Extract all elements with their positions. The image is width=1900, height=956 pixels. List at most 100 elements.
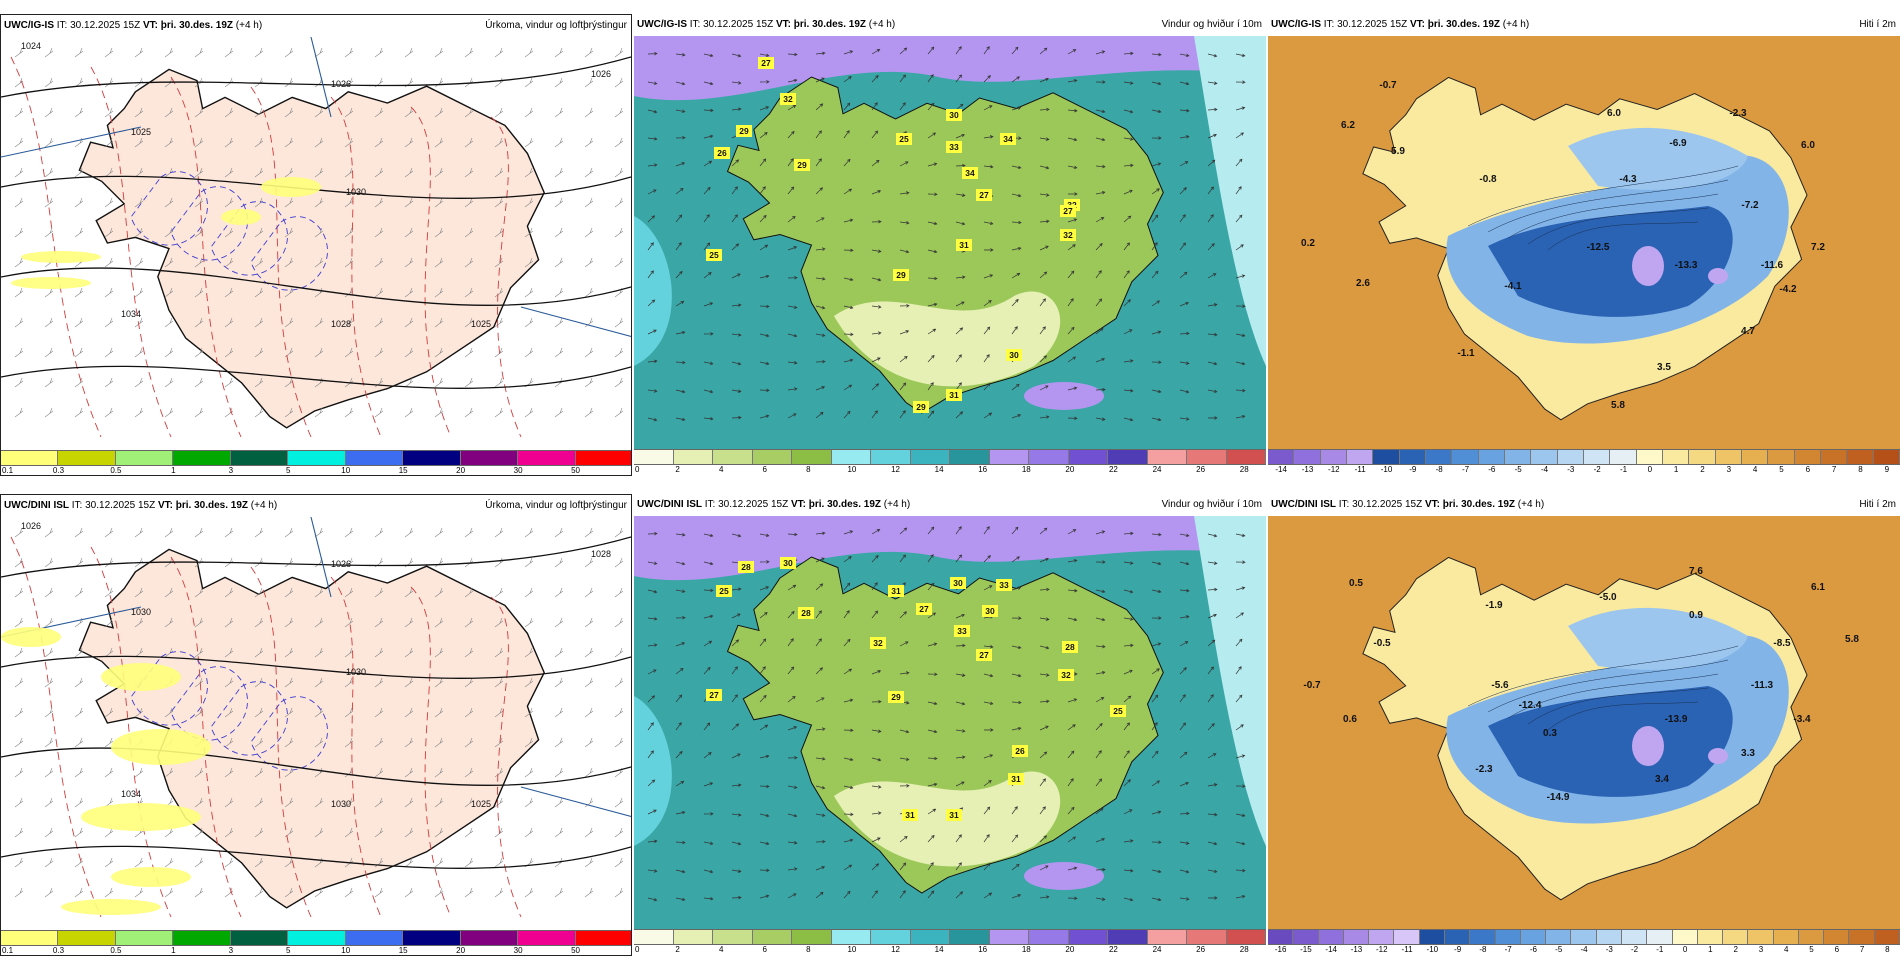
wind-arrow — [843, 728, 854, 733]
wind-arrow — [1011, 326, 1018, 335]
wind-zone — [634, 696, 672, 846]
wind-barb — [374, 167, 384, 178]
wind-arrow — [647, 389, 658, 393]
wind-barb — [344, 647, 354, 658]
wind-arrow — [703, 417, 714, 421]
wind-arrow — [675, 694, 683, 703]
wind-barb — [524, 257, 534, 268]
colorbar-tick: 0.3 — [52, 466, 65, 475]
wind-arrow — [731, 214, 738, 223]
colorbar-tick: 0.1 — [2, 946, 14, 955]
wind-arrow — [927, 642, 938, 647]
colorbar-swatch — [1147, 450, 1187, 464]
wind-barb — [374, 767, 384, 778]
colorbar-swatch — [831, 930, 871, 944]
wind-arrow — [731, 107, 742, 111]
wind-arrow — [1039, 415, 1050, 419]
wind-arrow — [787, 610, 795, 619]
precip-map: 1024 1026 1026 1025 1030 1034 1025 1028 — [1, 37, 631, 450]
wind-arrow — [787, 276, 798, 280]
wind-barb — [344, 197, 354, 208]
wind-barb — [464, 737, 474, 748]
wind-barb — [14, 737, 24, 748]
wind-barb — [254, 587, 264, 598]
wind-barb — [434, 407, 444, 418]
wind-barb — [494, 407, 504, 418]
wind-barb — [464, 407, 474, 418]
wind-barb — [254, 317, 264, 328]
wind-barb — [194, 647, 204, 658]
wind-barb — [164, 347, 174, 358]
colorbar-swatch — [460, 451, 519, 465]
wind-barb — [404, 737, 414, 748]
wind-barb — [494, 137, 504, 148]
colorbar-swatch — [1741, 450, 1769, 464]
wind-barb — [14, 347, 24, 358]
wind-arrow — [1123, 417, 1134, 422]
wind-arrow — [647, 643, 658, 647]
wind-barb — [44, 317, 54, 328]
wind-barb — [224, 767, 234, 778]
wind-arrow — [1123, 51, 1134, 56]
wind-arrow — [1235, 274, 1246, 279]
colorbar-swatch — [518, 931, 576, 945]
wind-barb — [584, 647, 594, 658]
wind-barb — [134, 377, 144, 388]
wind-barb — [224, 167, 234, 178]
colorbar-swatch — [1873, 450, 1900, 464]
wind-arrow — [703, 134, 714, 139]
colorbar-tick: 1 — [171, 946, 176, 955]
colorbar-swatch — [910, 450, 950, 464]
temperature-value: -4.1 — [1504, 281, 1522, 292]
wind-barb — [14, 107, 24, 118]
wind-arrow — [1207, 159, 1216, 167]
wind-arrow — [843, 305, 854, 310]
wind-barb — [314, 317, 324, 328]
wind-arrow — [1123, 617, 1134, 621]
wind-arrow — [1095, 560, 1106, 564]
wind-barb — [464, 557, 474, 568]
wind-arrow — [731, 869, 742, 873]
it-value: 30.12.2025 15Z — [85, 500, 156, 511]
wind-arrow — [1151, 330, 1162, 335]
wind-arrow — [983, 248, 994, 252]
wind-arrow — [787, 413, 797, 419]
wind-barb — [284, 677, 294, 688]
wind-arrow — [1123, 389, 1134, 393]
gust-value: 25 — [899, 134, 909, 144]
wind-arrow — [983, 135, 994, 139]
wind-arrow — [787, 813, 798, 818]
wind-barb — [434, 317, 444, 328]
wind-barb — [134, 287, 144, 298]
wind-arrow — [703, 533, 714, 538]
wind-barb — [44, 857, 54, 868]
wind-barb — [584, 377, 594, 388]
wind-arrow — [983, 862, 991, 871]
wind-barb — [404, 227, 414, 238]
wind-arrow — [899, 191, 910, 195]
isobar-label: 1025 — [471, 319, 491, 329]
colorbar-tick: -14 — [1275, 465, 1287, 474]
colorbar-swatch — [1394, 930, 1420, 944]
wind-arrow — [647, 750, 654, 759]
colorbar-swatch — [1419, 930, 1445, 944]
wind-arrow — [759, 638, 767, 647]
wind-arrow — [731, 333, 742, 337]
wind-arrow — [647, 809, 657, 815]
gust-marker — [1062, 641, 1078, 653]
wind-barb — [164, 377, 174, 388]
cold-contour — [130, 171, 208, 246]
gust-marker — [1060, 205, 1076, 217]
colorbar-tick: 4 — [718, 465, 724, 474]
wind-arrow — [1235, 53, 1246, 58]
wind-arrow — [1123, 643, 1134, 648]
wind-barb — [44, 557, 54, 568]
wind-barb — [524, 737, 534, 748]
wind-arrow — [1067, 416, 1078, 421]
wind-barb — [374, 617, 384, 628]
vt-value: þri. 30.des. 19Z — [160, 20, 234, 31]
wind-barb — [314, 707, 324, 718]
temperature-contour — [410, 586, 452, 918]
gust-value: 32 — [1063, 230, 1073, 240]
